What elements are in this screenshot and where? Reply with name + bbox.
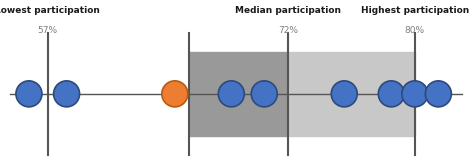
Text: Median participation: Median participation: [235, 6, 341, 15]
Ellipse shape: [54, 81, 80, 107]
Ellipse shape: [16, 81, 42, 107]
Text: 57%: 57%: [38, 26, 58, 35]
Ellipse shape: [162, 81, 188, 107]
Ellipse shape: [331, 81, 357, 107]
Ellipse shape: [251, 81, 277, 107]
Ellipse shape: [378, 81, 405, 107]
Text: Lowest participation: Lowest participation: [0, 6, 100, 15]
Bar: [189, 52, 288, 136]
Ellipse shape: [425, 81, 451, 107]
Bar: [288, 52, 415, 136]
Ellipse shape: [218, 81, 244, 107]
Text: 72%: 72%: [278, 26, 298, 35]
Ellipse shape: [402, 81, 428, 107]
Text: Highest participation: Highest participation: [361, 6, 469, 15]
Text: 80%: 80%: [405, 26, 425, 35]
